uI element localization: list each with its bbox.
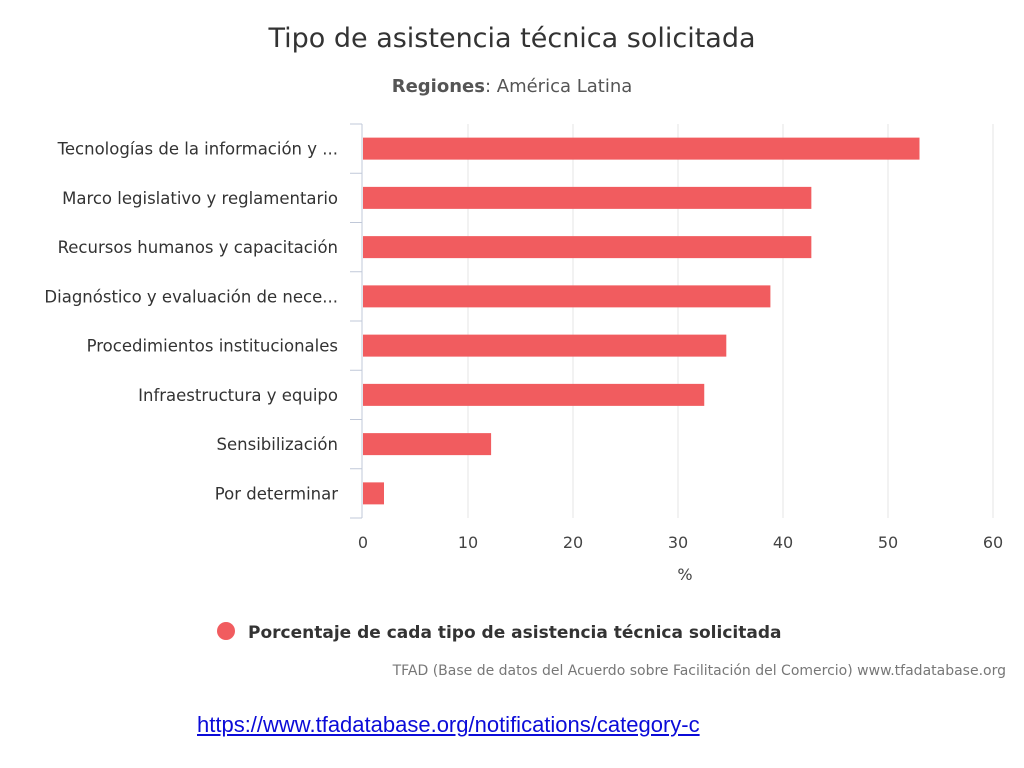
category-label: Tecnologías de la información y ... <box>57 140 338 159</box>
bar[interactable] <box>363 334 727 357</box>
category-label: Sensibilización <box>217 435 338 454</box>
x-axis-title: % <box>677 565 692 584</box>
x-tick-label: 60 <box>983 533 1003 552</box>
category-label: Procedimientos institucionales <box>87 337 338 356</box>
category-label: Infraestructura y equipo <box>138 386 338 405</box>
bar[interactable] <box>363 482 384 505</box>
bar[interactable] <box>363 383 705 406</box>
x-tick-label: 10 <box>458 533 478 552</box>
subtitle-value: América Latina <box>497 76 633 97</box>
bar[interactable] <box>363 433 492 456</box>
bar[interactable] <box>363 285 771 308</box>
chart-subtitle: Regiones: América Latina <box>392 76 633 97</box>
bar[interactable] <box>363 137 920 160</box>
x-tick-label: 50 <box>878 533 898 552</box>
bar[interactable] <box>363 186 812 209</box>
x-tick-label: 20 <box>563 533 583 552</box>
legend[interactable]: Porcentaje de cada tipo de asistencia té… <box>217 622 781 643</box>
grid-lines <box>467 124 994 518</box>
subtitle-key: Regiones <box>392 76 485 97</box>
x-tick-label: 30 <box>668 533 688 552</box>
category-axis <box>350 123 363 519</box>
x-tick-labels: 0 10 20 30 40 50 60 <box>358 533 1003 552</box>
category-label: Por determinar <box>215 484 338 503</box>
legend-label[interactable]: Porcentaje de cada tipo de asistencia té… <box>248 623 781 643</box>
chart-credits[interactable]: TFAD (Base de datos del Acuerdo sobre Fa… <box>392 663 1006 679</box>
legend-marker <box>217 622 235 640</box>
x-tick-label: 0 <box>358 533 368 552</box>
category-label: Recursos humanos y capacitación <box>58 238 338 257</box>
chart-title: Tipo de asistencia técnica solicitada <box>267 23 755 54</box>
x-tick-label: 40 <box>773 533 793 552</box>
source-link[interactable]: https://www.tfadatabase.org/notification… <box>197 712 700 737</box>
bar[interactable] <box>363 236 812 259</box>
category-label: Diagnóstico y evaluación de nece... <box>44 287 338 306</box>
category-label: Marco legislativo y reglamentario <box>62 189 338 208</box>
category-labels: Tecnologías de la información y ... Marco… <box>44 140 338 504</box>
bar-chart: Tipo de asistencia técnica solicitada Re… <box>44 23 1006 679</box>
bar-series[interactable] <box>363 137 920 505</box>
